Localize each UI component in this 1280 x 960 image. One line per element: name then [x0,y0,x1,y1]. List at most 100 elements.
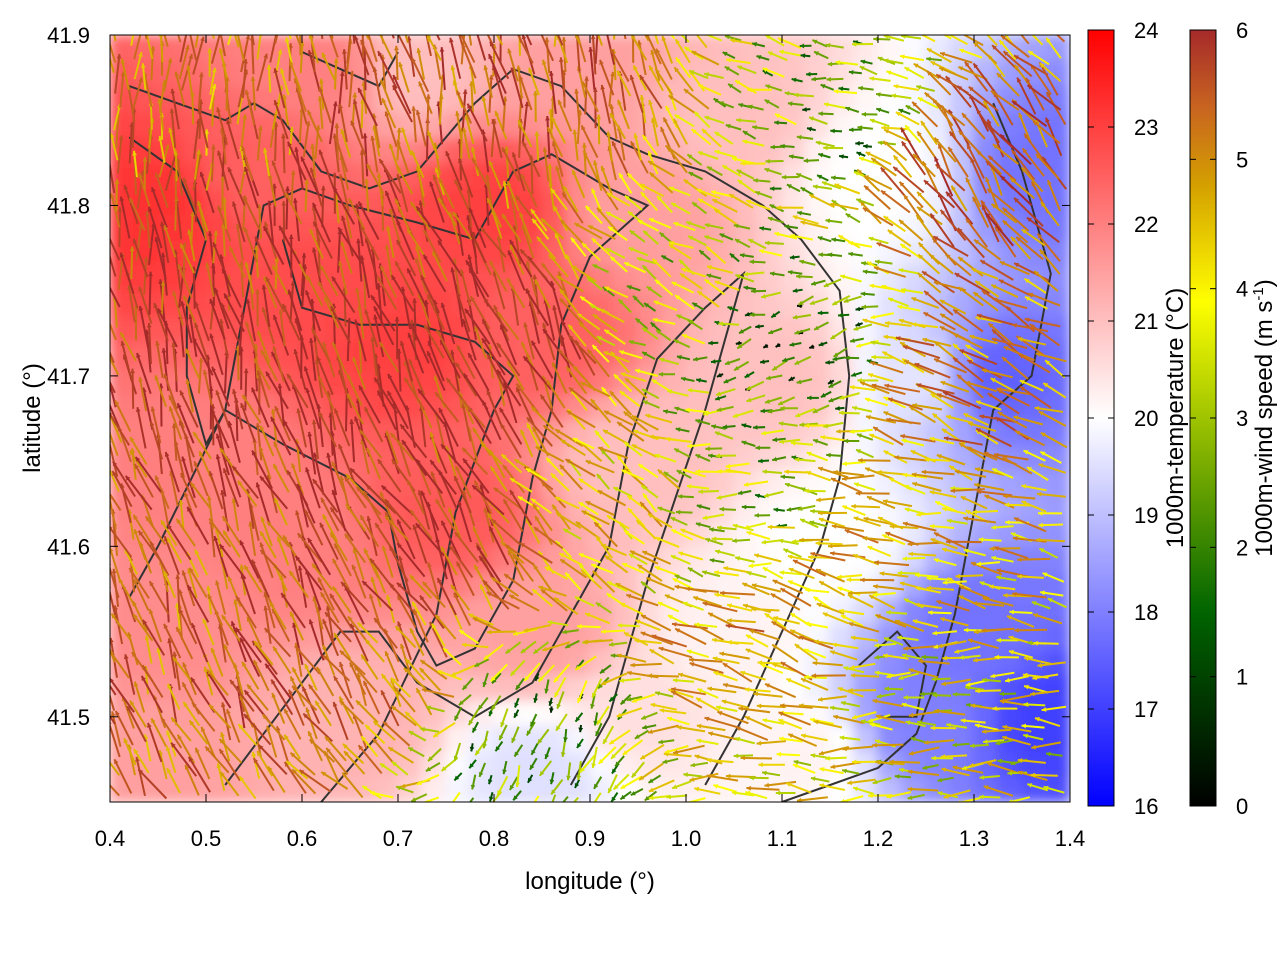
temperature-cell [637,110,663,139]
temperature-cell [565,391,591,420]
temperature-cell [661,289,687,318]
temperature-cell [733,647,759,676]
temperature-cell [253,698,279,727]
temperature-cell [997,622,1023,650]
temperature-cell [709,417,735,446]
temperature-cell [757,161,783,190]
temperature-cell [277,110,303,139]
temperature-cell [781,85,807,113]
wind-colorbar-label: 1000m-wind speed (m s-1) [1250,279,1278,556]
temperature-cell [757,494,783,522]
temperature-cell [613,59,639,88]
temperature-cell [901,289,927,318]
temperature-cell [709,59,735,88]
temperature-colorbar: 16 17 18 19 20 21 22 23 24 1000m-temperature (°C… [1087,18,1189,819]
temperature-cell [157,494,183,522]
temperature-cell [733,749,759,778]
wind-colorbar-tick-label: 1 [1236,665,1248,690]
temperature-cell [949,161,975,190]
temperature-cell [133,775,159,802]
x-tick-label: 1.4 [1055,826,1086,851]
temperature-cell [517,673,543,701]
temperature-cell [877,545,903,573]
temperature-cell [469,647,495,676]
wind-arrow [320,35,324,40]
temperature-cell [1045,212,1070,241]
wind-arrow [330,35,334,39]
temperature-cell [565,698,591,727]
temperature-cell [110,212,135,241]
temperature-field [110,35,1070,802]
temperature-cell [949,494,975,522]
temperature-cell [781,264,807,292]
temperature-cell [685,238,711,267]
wind-colorbar-tick-label: 2 [1236,535,1248,560]
temperature-cell [1045,724,1070,752]
x-axis-label: longitude (°) [525,868,655,895]
temperature-cell [973,212,999,241]
temperature-cell [949,289,975,318]
wind-colorbar-tick-label: 4 [1236,277,1248,302]
temperature-cell [205,136,231,164]
temperature-cell [685,340,711,369]
temperature-cell [565,673,591,701]
temperature-cell [661,391,687,420]
temperature-colorbar-label: 1000m-temperature (°C) [1162,288,1189,548]
temperature-cell [613,647,639,676]
wind-colorbar-tick-label: 0 [1236,794,1248,819]
temperature-cell [1045,622,1070,650]
x-tick-label: 0.7 [383,826,414,851]
temperature-cell [997,519,1023,548]
temperature-cell [301,647,327,676]
temperature-cell [445,775,471,802]
temperature-cell [781,136,807,164]
temperature-cell [1021,468,1047,497]
temperature-cell [829,136,855,164]
y-tick-label: 41.5 [47,705,90,730]
temperature-cell [781,289,807,318]
temperature-cell [541,698,567,727]
temperature-cell [805,340,831,369]
y-axis-label: latitude (°) [19,363,46,473]
temperature-cell [781,366,807,394]
temperature-cell [110,315,135,343]
temperature-cell [613,340,639,369]
temperature-cell [685,289,711,318]
temperature-cell [1021,596,1047,625]
x-tick-label: 0.8 [479,826,510,851]
temperature-cell [661,315,687,343]
temperature-cell [973,673,999,701]
temperature-cell [781,391,807,420]
temperature-cell [1021,519,1047,548]
temperature-cell [805,749,831,778]
temperature-cell [661,366,687,394]
temperature-cell [517,749,543,778]
temperature-cell [1045,673,1070,701]
temperature-cell [253,59,279,88]
temperature-colorbar-tick-label: 22 [1134,212,1158,237]
temperature-cell [1045,187,1070,215]
temperature-cell [1045,647,1070,676]
temperature-cell [853,443,879,471]
y-tick-label: 41.9 [47,23,90,48]
temperature-cell [517,698,543,727]
temperature-cell [853,391,879,420]
temperature-cell [493,238,519,267]
temperature-cell [445,749,471,778]
temperature-cell [397,85,423,113]
temperature-cell [733,35,759,62]
temperature-cell [373,238,399,267]
temperature-cell [781,59,807,88]
temperature-cell [1045,289,1070,318]
temperature-cell [469,673,495,701]
temperature-cell [181,391,207,420]
x-tick-label: 1.2 [863,826,894,851]
temperature-cell [829,340,855,369]
temperature-cell [781,315,807,343]
temperature-cell [1045,35,1070,62]
temperature-colorbar-tick-label: 24 [1134,18,1158,43]
temperature-cell [349,289,375,318]
temperature-cell [877,775,903,802]
temperature-cell [685,698,711,727]
